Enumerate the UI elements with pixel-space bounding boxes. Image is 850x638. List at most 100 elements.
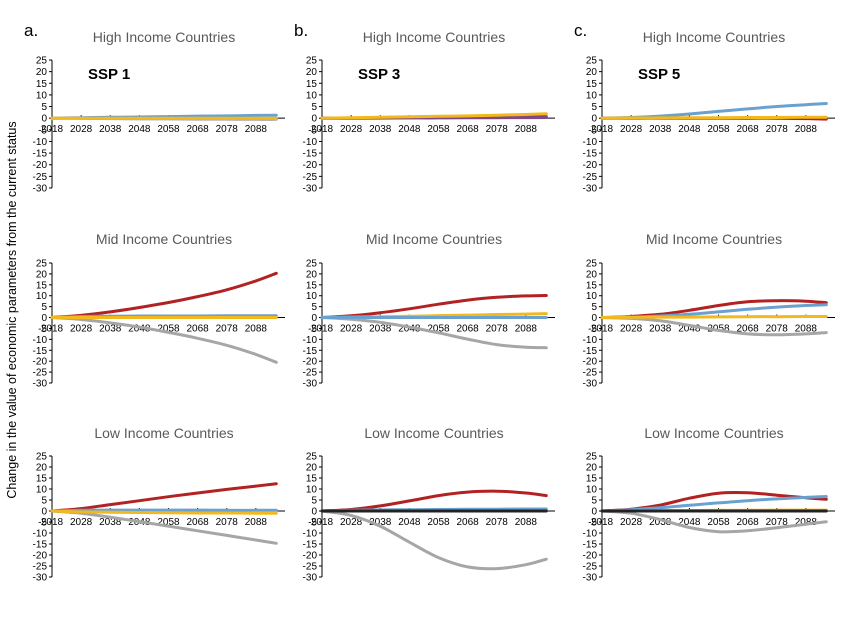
x-tick-label: 2068 (187, 517, 210, 528)
x-tick-label: 2028 (70, 324, 93, 335)
y-tick-label: -15 (583, 346, 598, 357)
x-tick-label: 2028 (340, 324, 363, 335)
x-tick-label: 2018 (591, 124, 614, 135)
y-tick-label: -15 (583, 540, 598, 551)
y-tick-label: -15 (33, 540, 48, 551)
y-tick-label: 25 (306, 259, 318, 270)
panel-title: High Income Countries (93, 29, 235, 45)
y-tick-label: 25 (36, 452, 48, 463)
x-tick-label: 2028 (620, 124, 643, 135)
y-tick-label: -20 (303, 160, 318, 171)
y-tick-label: 0 (311, 313, 317, 324)
panel-5: Mid Income Countries2520151050-5-10-15-2… (303, 231, 555, 390)
y-tick-label: 15 (306, 280, 318, 291)
y-tick-label: -25 (303, 172, 318, 183)
y-tick-label: -25 (303, 562, 318, 573)
ssp-label: SSP 5 (638, 66, 680, 83)
x-tick-label: 2058 (157, 124, 180, 135)
y-tick-label: 25 (36, 259, 48, 270)
x-tick-label: 2068 (187, 124, 210, 135)
y-tick-label: 20 (586, 67, 598, 78)
x-tick-label: 2028 (70, 124, 93, 135)
y-tick-label: 5 (41, 302, 47, 313)
y-tick-label: -10 (583, 137, 598, 148)
y-tick-label: 0 (591, 114, 597, 125)
x-tick-label: 2018 (311, 124, 334, 135)
y-tick-label: -10 (33, 137, 48, 148)
y-tick-label: -15 (583, 149, 598, 160)
x-tick-label: 2038 (649, 324, 672, 335)
y-tick-label: 10 (586, 485, 598, 496)
x-tick-label: 2088 (795, 124, 818, 135)
y-tick-label: 10 (586, 90, 598, 101)
x-tick-label: 2028 (70, 517, 93, 528)
panel-title: Mid Income Countries (96, 231, 232, 247)
y-tick-label: 0 (311, 114, 317, 125)
panel-6: Mid Income Countries2520151050-5-10-15-2… (583, 231, 835, 390)
y-tick-label: 20 (36, 269, 48, 280)
x-tick-label: 2048 (398, 517, 421, 528)
series-line-red (50, 482, 278, 513)
x-tick-label: 2028 (340, 517, 363, 528)
y-tick-label: 15 (36, 79, 48, 90)
y-tick-label: -20 (33, 357, 48, 368)
y-tick-label: -30 (303, 184, 318, 195)
y-tick-label: 20 (36, 463, 48, 474)
y-tick-label: -20 (303, 551, 318, 562)
y-tick-label: 5 (41, 496, 47, 507)
x-tick-label: 2088 (795, 517, 818, 528)
y-tick-label: -15 (33, 346, 48, 357)
panel-4: Mid Income Countries2520151050-5-10-15-2… (33, 231, 285, 390)
y-tick-label: -5 (308, 125, 317, 136)
y-tick-label: 0 (591, 507, 597, 518)
y-tick-label: -5 (308, 518, 317, 529)
y-tick-label: -20 (583, 160, 598, 171)
series-line-gray (600, 509, 828, 534)
y-tick-label: 10 (36, 291, 48, 302)
x-tick-label: 2058 (427, 124, 450, 135)
x-tick-label: 2078 (766, 517, 789, 528)
y-tick-label: 15 (586, 474, 598, 485)
y-tick-label: 25 (586, 56, 598, 67)
series-line-blue (50, 508, 278, 513)
x-tick-label: 2048 (128, 124, 151, 135)
series-line-gray (320, 509, 548, 571)
x-tick-label: 2038 (649, 517, 672, 528)
x-tick-label: 2068 (457, 124, 480, 135)
y-tick-label: -25 (583, 562, 598, 573)
y-tick-label: 5 (591, 102, 597, 113)
x-tick-label: 2078 (486, 124, 509, 135)
x-tick-label: 2038 (369, 324, 392, 335)
y-tick-label: -15 (33, 149, 48, 160)
series-line-gray (600, 316, 828, 337)
x-tick-label: 2038 (369, 517, 392, 528)
y-tick-label: -15 (303, 346, 318, 357)
y-tick-label: -10 (303, 529, 318, 540)
y-tick-label: 25 (36, 56, 48, 67)
x-tick-label: 2068 (457, 517, 480, 528)
x-tick-label: 2048 (678, 124, 701, 135)
x-tick-label: 2078 (216, 517, 239, 528)
y-tick-label: -25 (583, 172, 598, 183)
y-tick-label: -10 (583, 335, 598, 346)
y-tick-label: 20 (586, 463, 598, 474)
y-tick-label: 15 (306, 79, 318, 90)
panel-8: Low Income Countries2520151050-5-10-15-2… (303, 425, 555, 584)
x-tick-label: 2038 (99, 517, 122, 528)
y-tick-label: -30 (33, 573, 48, 584)
y-tick-label: -30 (303, 573, 318, 584)
x-tick-label: 2088 (795, 324, 818, 335)
y-tick-label: -25 (583, 368, 598, 379)
y-tick-label: 20 (306, 463, 318, 474)
y-tick-label: 20 (36, 67, 48, 78)
y-tick-label: 20 (306, 269, 318, 280)
y-tick-label: -5 (38, 125, 47, 136)
y-tick-label: 0 (591, 313, 597, 324)
x-tick-label: 2048 (128, 324, 151, 335)
y-tick-label: 5 (311, 302, 317, 313)
y-tick-label: -5 (588, 518, 597, 529)
x-tick-label: 2088 (515, 124, 538, 135)
x-tick-label: 2078 (486, 517, 509, 528)
y-tick-label: 25 (586, 259, 598, 270)
